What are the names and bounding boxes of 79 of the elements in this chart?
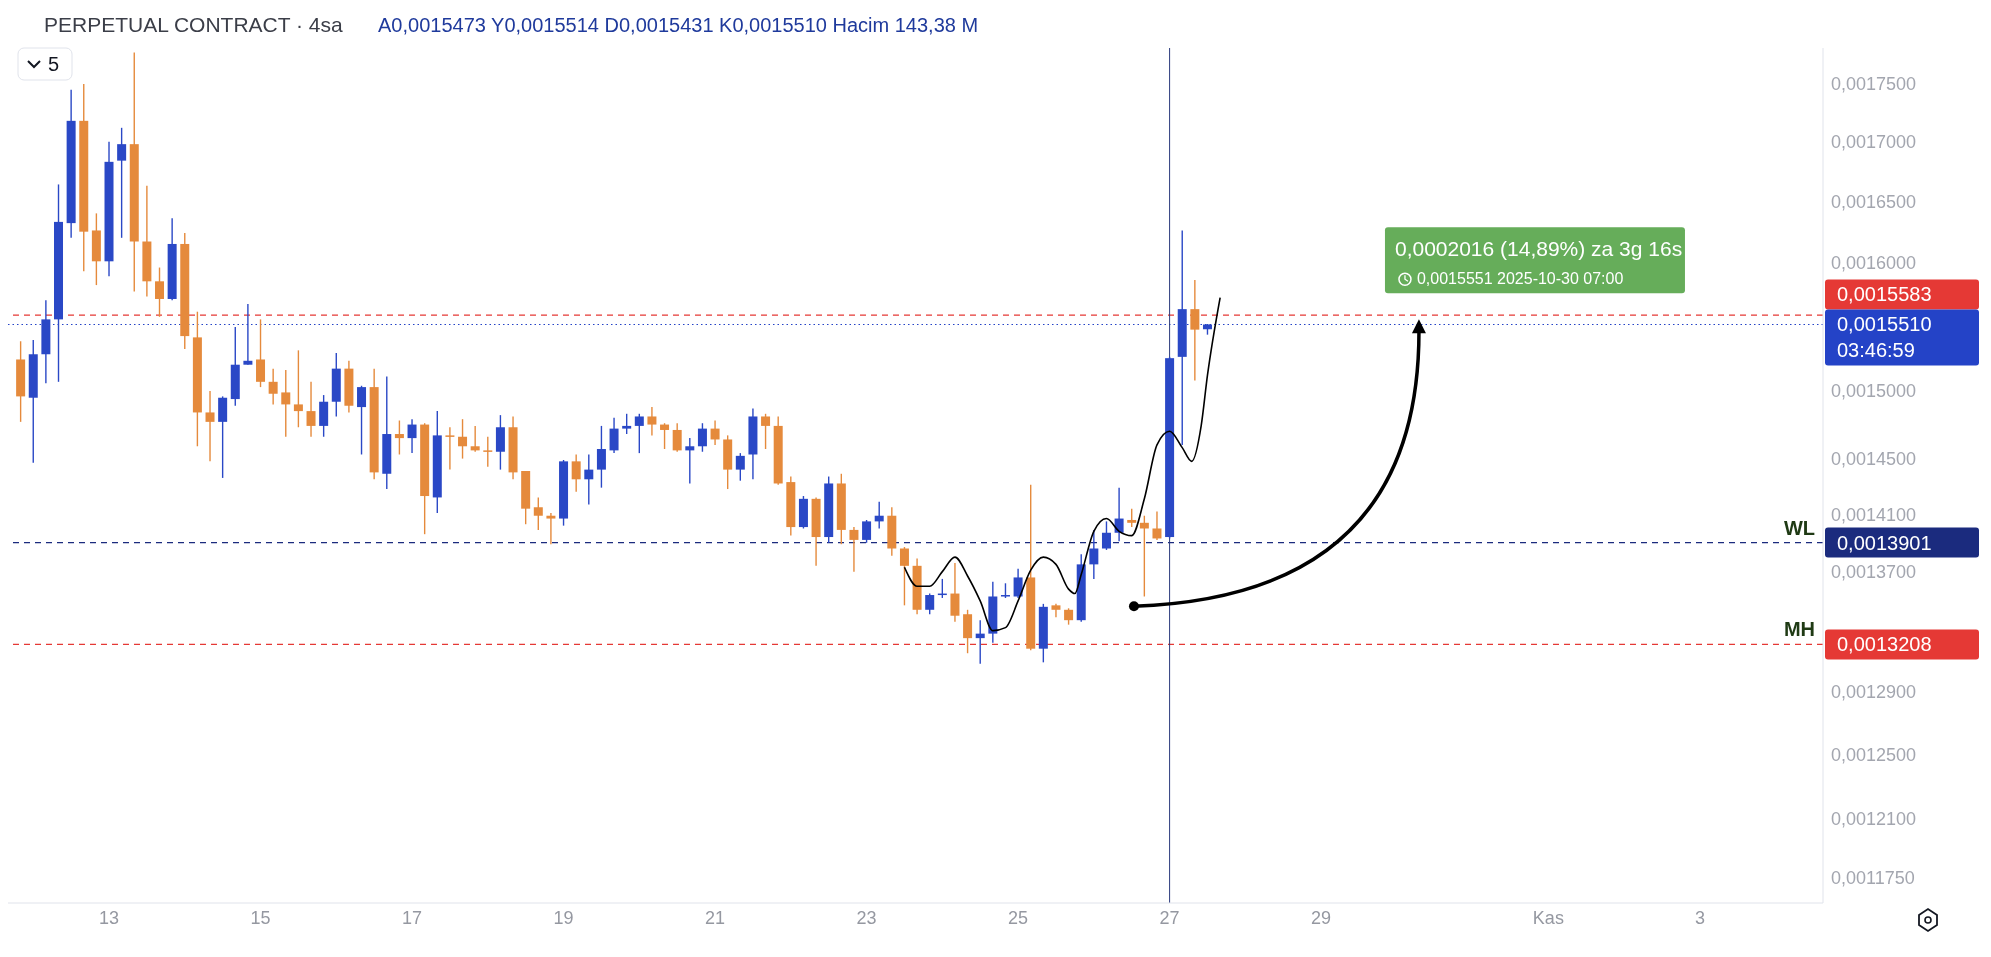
candlestick xyxy=(571,453,581,493)
x-tick-label: 19 xyxy=(553,907,574,928)
x-tick-label: 23 xyxy=(856,907,877,928)
candlestick xyxy=(622,413,632,435)
candlestick xyxy=(950,562,960,623)
candlestick xyxy=(394,419,404,456)
candlestick xyxy=(634,413,644,454)
x-tick-label: 25 xyxy=(1008,907,1029,928)
ref-line-label: 0,0015583 xyxy=(1837,283,1932,306)
candlestick xyxy=(243,303,253,366)
y-tick-label: 0,0016000 xyxy=(1831,252,1917,273)
annotation: 5 xyxy=(48,53,60,75)
candlestick xyxy=(685,437,695,485)
candlestick xyxy=(672,422,682,453)
y-tick-label: 0,0016500 xyxy=(1831,191,1917,212)
y-tick-label: 0,0014100 xyxy=(1831,504,1917,525)
ref-line-label: WL xyxy=(1783,516,1815,539)
x-tick-label: 17 xyxy=(402,907,423,928)
candlestick xyxy=(357,385,367,456)
candlestick xyxy=(117,127,127,239)
x-tick-label: 21 xyxy=(705,907,726,928)
y-tick-label: 0,0013208 xyxy=(1837,633,1932,656)
candlestick xyxy=(849,526,859,573)
candlestick xyxy=(862,519,872,544)
x-tick-label: 27 xyxy=(1159,907,1180,928)
text: 03:46:59 xyxy=(1837,339,1915,362)
candlestick xyxy=(1152,510,1162,541)
candlestick xyxy=(584,453,594,506)
candlestick xyxy=(281,369,291,438)
candlestick xyxy=(710,419,720,446)
candlestick xyxy=(761,413,771,450)
candlestick xyxy=(546,512,556,545)
y-tick-label: 0,0013700 xyxy=(1831,562,1917,583)
y-tick-label: 0,0012500 xyxy=(1831,744,1917,765)
candlestick xyxy=(899,546,909,607)
y-tick-label: 0,0015000 xyxy=(1831,381,1917,402)
candlestick xyxy=(660,422,670,450)
candlestick xyxy=(155,266,165,318)
y-tick-label: 0,0017500 xyxy=(1831,74,1917,95)
y-tick-label: 0,0013901 xyxy=(1837,531,1932,554)
annotation: 0,0015551 2025-10-30 07:00 xyxy=(1416,270,1624,288)
x-tick-label: 3 xyxy=(1694,907,1705,928)
y-tick-label: 0,0012900 xyxy=(1831,681,1917,702)
ref-line-label: MH xyxy=(1783,618,1815,641)
y-tick-label: 0,0015510 xyxy=(1837,313,1932,336)
x-tick-label: Kas xyxy=(1532,907,1564,928)
candlestick xyxy=(963,609,973,654)
annotation: 0,0002016 (14,89%) za 3g 16s xyxy=(1394,237,1683,261)
candlestick xyxy=(293,349,303,428)
candlestick xyxy=(445,426,455,471)
y-tick-label: 0,0017000 xyxy=(1831,132,1917,153)
candlestick xyxy=(697,422,707,453)
candlestick xyxy=(1101,520,1111,551)
x-tick-label: 15 xyxy=(250,907,271,928)
candlestick xyxy=(470,425,480,453)
y-tick-label: 0,0011750 xyxy=(1831,867,1915,888)
text: A0,0015473 Y0,0015514 D0,0015431 K0,0015510 Hacim 143,38 M xyxy=(378,14,979,36)
candlestick xyxy=(1089,529,1099,580)
candlestick xyxy=(1013,568,1023,599)
candlestick xyxy=(1190,279,1200,382)
y-tick-label: 0,0012100 xyxy=(1831,809,1917,830)
candlestick xyxy=(306,381,316,438)
candlestick xyxy=(533,496,543,531)
candlestick xyxy=(609,417,619,454)
candlestick xyxy=(407,418,417,454)
candlestick xyxy=(205,390,215,463)
y-tick-label: 0,0014500 xyxy=(1831,448,1917,469)
candlestick xyxy=(647,406,657,437)
candlestick xyxy=(735,452,745,482)
x-tick-label: 13 xyxy=(98,907,120,928)
candlestick xyxy=(1127,507,1137,528)
candlestick xyxy=(458,418,468,460)
x-tick-label: 29 xyxy=(1311,907,1332,928)
candlestick xyxy=(256,318,266,388)
candlestick xyxy=(596,425,606,489)
chart-title: PERPETUAL CONTRACT · 4sa xyxy=(44,13,344,36)
candlestick xyxy=(268,367,278,406)
candlestick xyxy=(925,592,935,615)
candlestick xyxy=(483,436,493,468)
